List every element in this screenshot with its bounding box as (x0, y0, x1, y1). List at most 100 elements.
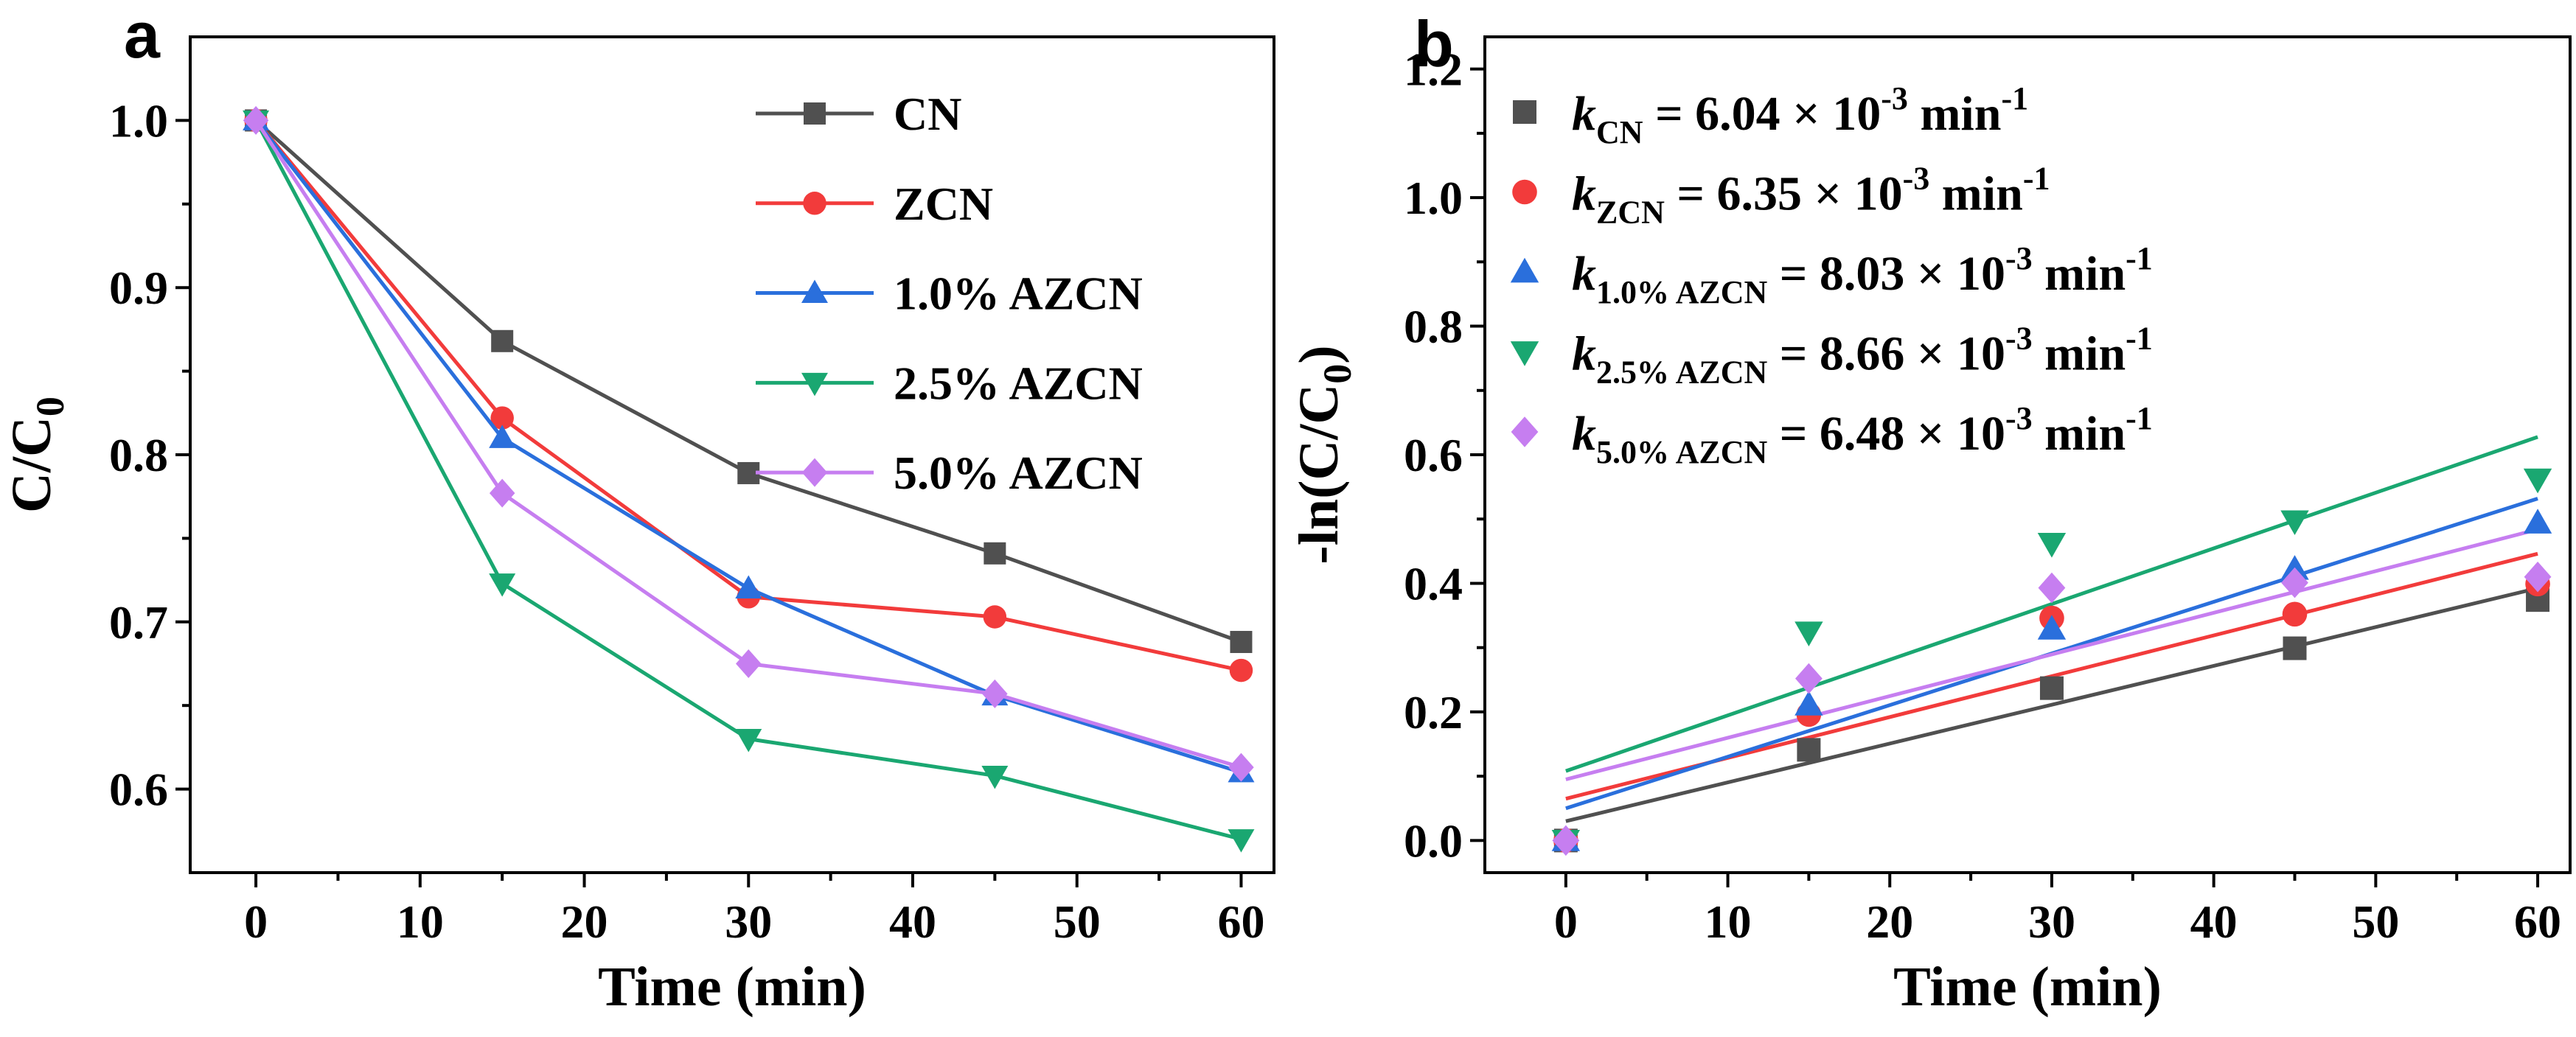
panel-a-letter: a (124, 0, 161, 71)
y-tick-label: 0.6 (109, 764, 168, 816)
data-point (1795, 691, 1823, 716)
panel-b-ticks: 0 10 20 30 40 50 60 0.0 0.2 0.4 0.6 0.8 1.0 1.2 (1404, 43, 2561, 948)
legend-entry-ZCN: kZCN = 6.35 × 10-3 min-1 (1512, 161, 2050, 231)
legend-part-exp: -3 (2005, 321, 2033, 357)
panel-b: b 0 10 20 30 40 50 600.00.20.40.60.81.01.2 kCN… (1288, 7, 2572, 1018)
legend-part-text: = 8.03 × 10 (1767, 247, 2005, 301)
legend-part-exp: -3 (1903, 161, 1930, 197)
legend-label: kZCN = 6.35 × 10-3 min-1 (1572, 161, 2050, 231)
legend-entry-CN: kCN = 6.04 × 10-3 min-1 (1513, 80, 2028, 150)
legend-part-unit: min (2033, 247, 2126, 301)
panel-b-x-axis-title: Time (min) (1893, 956, 2162, 1018)
legend-entry-AZCN_2.5: k2.5% AZCN = 8.66 × 10-3 min-1 (1510, 321, 2153, 391)
legend-part-exp: -3 (2005, 400, 2033, 436)
data-point (2280, 510, 2309, 536)
data-point (2523, 509, 2552, 534)
y-tick-label: 0.8 (1404, 301, 1463, 353)
data-point (1795, 621, 1823, 646)
legend-marker (1512, 179, 1537, 205)
panel-b-y-axis-title-sub: 0 (1315, 364, 1360, 384)
legend-part-k: k (1572, 327, 1596, 381)
legend-part-k: k (1572, 87, 1596, 141)
legend-entry-ZCN: ZCN (756, 178, 993, 230)
legend-label: ZCN (894, 178, 993, 230)
legend-part-unit_exp: -1 (2126, 240, 2153, 276)
legend-part-sub: ZCN (1596, 195, 1665, 231)
legend-marker (803, 192, 826, 215)
legend-part-k: k (1572, 167, 1596, 221)
data-point (984, 542, 1006, 565)
legend-entry-AZCN_5.0: 5.0% AZCN (756, 447, 1143, 499)
legend-label: CN (894, 88, 961, 140)
legend-part-unit: min (2033, 407, 2126, 461)
legend-label: k1.0% AZCN = 8.03 × 10-3 min-1 (1572, 240, 2153, 310)
data-point (2524, 561, 2552, 593)
legend-part-unit: min (1908, 87, 2002, 141)
legend-part-sub: 2.5% AZCN (1596, 355, 1767, 391)
y-tick-label: 1.0 (1404, 172, 1463, 224)
data-point (1229, 658, 1253, 682)
x-tick-label: 0 (244, 895, 268, 948)
legend-entry-AZCN_5.0: k5.0% AZCN = 6.48 × 10-3 min-1 (1511, 400, 2153, 470)
panel-a: a 0 10 20 30 40 50 60 0.6 0.7 0.8 0.9 1.0 CN ZCN 1.0%… (1, 0, 1275, 1018)
x-tick-label: 40 (2190, 895, 2238, 948)
legend-label: kCN = 6.04 × 10-3 min-1 (1572, 80, 2028, 150)
legend-part-unit: min (2033, 327, 2126, 381)
series-AZCN_2.5 (1551, 468, 2552, 855)
legend-label: 5.0% AZCN (894, 447, 1143, 499)
data-point (489, 425, 516, 448)
y-tick-label: 0.8 (109, 429, 168, 481)
data-point (489, 573, 516, 597)
x-tick-label: 30 (725, 895, 772, 948)
data-point (981, 765, 1009, 789)
y-tick-label: 0.0 (1404, 814, 1463, 867)
data-point (1552, 825, 1580, 856)
legend-part-sub: CN (1596, 114, 1643, 150)
data-point (2039, 676, 2064, 700)
legend-label: 1.0% AZCN (894, 268, 1143, 320)
y-tick-label: 0.2 (1404, 686, 1463, 739)
data-point (1795, 663, 1823, 694)
legend-part-text: = 6.48 × 10 (1767, 407, 2005, 461)
panel-b-fit-lines (1565, 435, 2538, 823)
legend-marker (1510, 257, 1539, 283)
data-point (490, 406, 514, 430)
legend-part-unit_exp: -1 (2023, 161, 2050, 197)
legend-part-sub: 5.0% AZCN (1596, 434, 1767, 470)
x-tick-label: 40 (889, 895, 936, 948)
fit-line-AZCN_2.5 (1565, 435, 2538, 773)
y-tick-label: 1.0 (109, 94, 168, 147)
data-point (2038, 572, 2066, 604)
x-tick-label: 60 (2514, 895, 2561, 948)
data-point (1230, 631, 1253, 654)
fit-line-AZCN_5.0 (1565, 527, 2538, 781)
legend-marker (1513, 100, 1536, 124)
legend-marker (1511, 416, 1539, 447)
panel-b-series (1551, 468, 2552, 856)
y-tick-label: 1.2 (1404, 43, 1463, 96)
data-point (1797, 738, 1821, 762)
legend-part-unit_exp: -1 (2126, 321, 2153, 357)
data-point (2037, 615, 2067, 640)
legend-part-text: = 6.35 × 10 (1665, 167, 1903, 221)
legend-part-k: k (1572, 407, 1596, 461)
y-tick-label: 0.4 (1404, 557, 1463, 610)
legend-part-unit: min (1929, 167, 2023, 221)
data-point (735, 575, 762, 598)
legend-part-text: = 8.66 × 10 (1767, 327, 2005, 381)
data-point (2523, 468, 2552, 494)
series-AZCN_5.0 (243, 105, 1254, 782)
panel-b-y-axis-title-end: ) (1288, 345, 1350, 363)
x-tick-label: 10 (397, 895, 444, 948)
legend-entry-AZCN_1.0: 1.0% AZCN (756, 268, 1143, 320)
legend-part-exp: -3 (2005, 240, 2033, 276)
panel-a-y-axis-title-main: C/C (1, 416, 63, 513)
legend-marker (804, 102, 826, 125)
y-tick-label: 0.7 (109, 596, 168, 649)
x-tick-label: 20 (1866, 895, 1913, 948)
legend-label: k5.0% AZCN = 6.48 × 10-3 min-1 (1572, 400, 2153, 470)
data-point (2281, 567, 2308, 598)
panel-a-legend: CN ZCN 1.0% AZCN 2.5% AZCN 5.0% AZCN (756, 88, 1143, 499)
x-tick-label: 0 (1554, 895, 1578, 948)
legend-entry-CN: CN (756, 88, 961, 140)
